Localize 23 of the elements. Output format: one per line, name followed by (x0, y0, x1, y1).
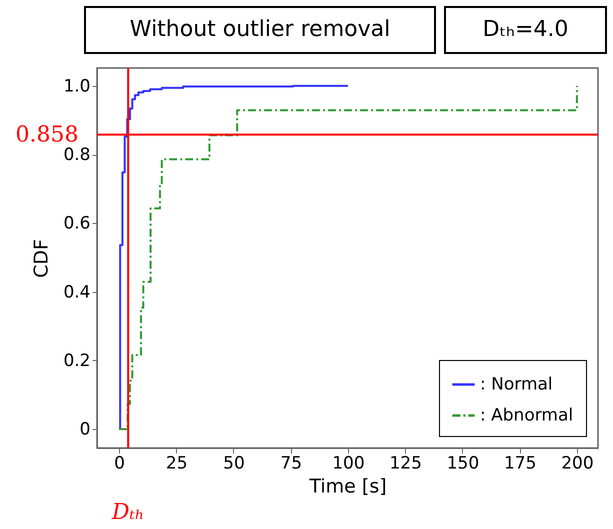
x-axis-title: Time [s] (308, 476, 387, 498)
x-tick-label: 50 (223, 454, 245, 474)
legend-label: : Abnormal (480, 406, 574, 426)
text: Dₜₕ=4.0 (444, 6, 607, 54)
y-tick-label: 0.8 (63, 145, 90, 166)
x-tick-label: 100 (332, 454, 365, 474)
x-tick-label: 0 (114, 454, 125, 474)
x-tick-label: 175 (504, 454, 536, 474)
x-tick-label: 75 (280, 454, 302, 474)
x-tick-label: 200 (561, 454, 594, 474)
y-tick-label: 1.0 (63, 76, 90, 96)
y-tick-label: 0 (80, 420, 90, 440)
ref-line-label: Dₜₕ (110, 500, 144, 525)
y-tick-label: 0.2 (63, 350, 90, 371)
x-tick-label: 150 (446, 454, 480, 474)
x-tick-label: 125 (389, 454, 422, 474)
y-tick-label: 0.6 (63, 214, 90, 234)
y-axis-title: CDF (30, 239, 52, 278)
y-tick-label: 0.4 (63, 282, 90, 302)
ref-line-label: 0.858 (16, 122, 78, 148)
chart-title: Without outlier removal (84, 6, 436, 54)
x-tick-label: 25 (166, 454, 188, 474)
legend-label: : Normal (480, 374, 553, 394)
